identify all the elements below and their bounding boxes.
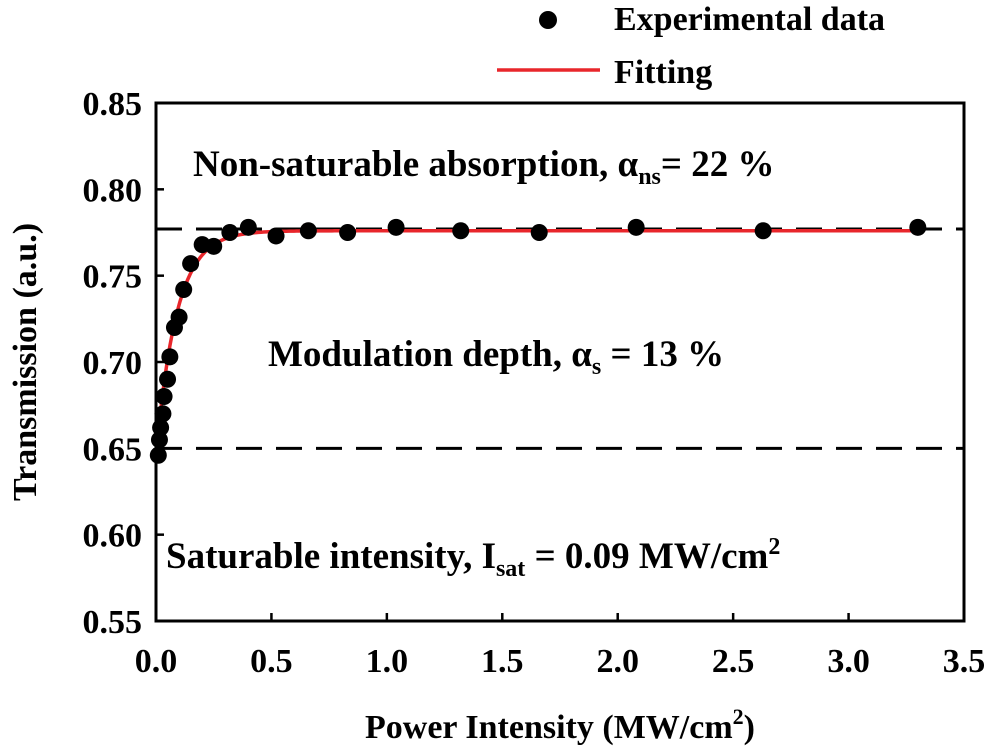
annotation-nonsaturable: Non-saturable absorption, αns= 22 % bbox=[193, 144, 774, 190]
data-point-0 bbox=[149, 446, 167, 464]
x-tick-label-7: 3.5 bbox=[943, 643, 986, 680]
annotation-saturable-intensity-sup: 2 bbox=[768, 534, 780, 560]
data-point-21 bbox=[627, 218, 645, 236]
x-tick-label-5: 2.5 bbox=[712, 643, 755, 680]
y-tick-label-1: 0.60 bbox=[83, 518, 143, 555]
annotation-saturable-intensity-tail: = 0.09 MW/cm bbox=[525, 536, 768, 577]
annotation-nonsaturable-tail: = 22 % bbox=[661, 144, 775, 185]
data-point-3 bbox=[154, 405, 172, 423]
legend-marker-experimental bbox=[539, 11, 557, 29]
y-tick-label-5: 0.80 bbox=[83, 172, 143, 209]
data-point-12 bbox=[205, 237, 223, 255]
annotation-modulation-depth: Modulation depth, αs = 13 % bbox=[268, 334, 724, 380]
data-point-13 bbox=[221, 224, 239, 241]
data-point-2 bbox=[152, 419, 170, 437]
y-tick-label-6: 0.85 bbox=[83, 86, 143, 123]
y-axis-ticks: 0.55 0.60 0.65 0.70 0.75 0.80 0.85 bbox=[83, 86, 164, 641]
legend-label-experimental: Experimental data bbox=[614, 1, 885, 38]
y-axis-title: Transmission (a.u.) bbox=[7, 223, 44, 501]
x-tick-label-1: 0.5 bbox=[250, 643, 293, 680]
data-point-18 bbox=[387, 218, 405, 236]
data-point-14 bbox=[239, 218, 257, 236]
y-tick-label-0: 0.55 bbox=[83, 604, 143, 641]
data-point-9 bbox=[175, 280, 193, 298]
data-point-4 bbox=[155, 388, 173, 406]
y-tick-label-2: 0.65 bbox=[83, 431, 143, 468]
y-tick-label-4: 0.75 bbox=[83, 259, 143, 296]
x-axis-ticks: 0.0 0.5 1.0 1.5 2.0 2.5 3.0 3.5 bbox=[135, 613, 986, 680]
data-point-19 bbox=[452, 222, 470, 240]
data-point-20 bbox=[530, 224, 548, 241]
annotation-saturable-intensity-sub: sat bbox=[496, 556, 525, 582]
x-tick-label-0: 0.0 bbox=[135, 643, 178, 680]
data-point-16 bbox=[299, 222, 317, 240]
data-point-8 bbox=[170, 308, 188, 326]
x-axis-title-sup: 2 bbox=[733, 704, 744, 729]
data-point-23 bbox=[909, 218, 927, 236]
data-point-22 bbox=[754, 222, 772, 240]
x-tick-label-6: 3.0 bbox=[827, 643, 870, 680]
data-point-17 bbox=[339, 224, 357, 241]
legend-label-fitting: Fitting bbox=[614, 54, 712, 91]
data-point-15 bbox=[267, 227, 285, 245]
annotation-modulation-depth-sub: s bbox=[592, 354, 601, 380]
x-axis-title-end: ) bbox=[744, 709, 755, 746]
x-tick-label-3: 1.5 bbox=[481, 643, 524, 680]
x-tick-label-2: 1.0 bbox=[366, 643, 409, 680]
legend: Experimental data Fitting bbox=[497, 1, 885, 91]
annotation-saturable-intensity: Saturable intensity, Isat = 0.09 MW/cm2 bbox=[166, 534, 780, 582]
annotation-modulation-depth-tail: = 13 % bbox=[601, 334, 724, 375]
data-point-6 bbox=[161, 348, 179, 366]
y-tick-label-3: 0.70 bbox=[83, 345, 143, 382]
annotation-nonsaturable-sub: ns bbox=[638, 164, 661, 190]
data-points bbox=[149, 218, 927, 464]
x-tick-label-4: 2.0 bbox=[596, 643, 639, 680]
data-point-10 bbox=[182, 255, 200, 273]
data-point-5 bbox=[159, 370, 177, 388]
x-axis-title: Power Intensity (MW/cm2) bbox=[365, 704, 755, 746]
